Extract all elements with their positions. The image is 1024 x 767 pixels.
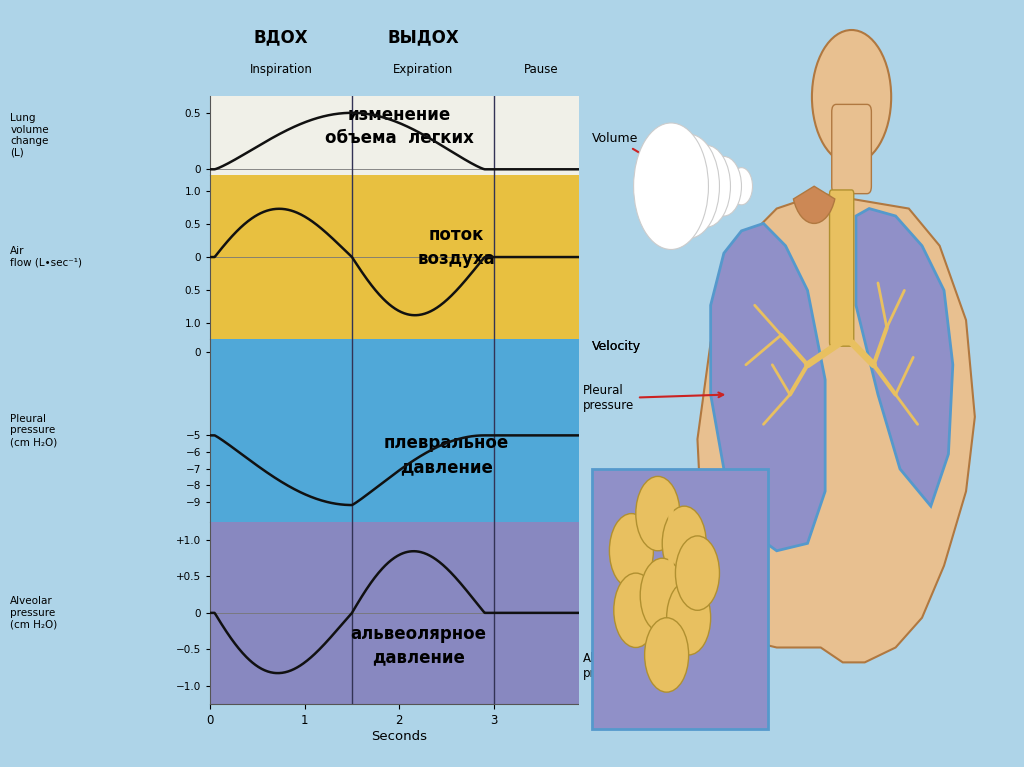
- Circle shape: [682, 145, 730, 227]
- Text: ВЫДОХ: ВЫДОХ: [387, 28, 459, 46]
- Text: Pleural
pressure
(cm H₂O): Pleural pressure (cm H₂O): [10, 414, 57, 447]
- Circle shape: [663, 506, 707, 581]
- Circle shape: [707, 156, 741, 216]
- Polygon shape: [711, 223, 825, 551]
- Text: Pause: Pause: [524, 63, 559, 76]
- Circle shape: [640, 558, 684, 633]
- Text: ВДОХ: ВДОХ: [254, 28, 308, 46]
- Text: Seconds: Seconds: [372, 730, 427, 743]
- Text: Velocity: Velocity: [592, 340, 641, 353]
- Text: альвеолярное
давление: альвеолярное давление: [350, 625, 486, 667]
- Text: Volume: Volume: [592, 132, 728, 206]
- Circle shape: [636, 476, 680, 551]
- Circle shape: [645, 617, 688, 692]
- Text: Expiration: Expiration: [393, 63, 454, 76]
- FancyBboxPatch shape: [831, 104, 871, 193]
- Text: Lung
volume
change
(L): Lung volume change (L): [10, 113, 49, 158]
- Text: Inspiration: Inspiration: [250, 63, 312, 76]
- Circle shape: [613, 573, 657, 647]
- Circle shape: [609, 514, 653, 588]
- Text: Velocity: Velocity: [592, 340, 641, 353]
- Polygon shape: [856, 209, 952, 506]
- Circle shape: [676, 536, 720, 611]
- Circle shape: [730, 168, 753, 205]
- FancyBboxPatch shape: [829, 190, 854, 346]
- Wedge shape: [794, 186, 835, 223]
- Circle shape: [657, 134, 720, 239]
- Circle shape: [812, 30, 891, 164]
- Text: Alveolar
pressure
(cm H₂O): Alveolar pressure (cm H₂O): [10, 596, 57, 630]
- Text: плевральное
давление: плевральное давление: [384, 434, 509, 476]
- Circle shape: [667, 581, 711, 655]
- Text: Air
flow (L•sec⁻¹): Air flow (L•sec⁻¹): [10, 246, 82, 268]
- Polygon shape: [697, 193, 975, 663]
- Text: Alveolar
pressure: Alveolar pressure: [583, 607, 634, 680]
- Circle shape: [634, 123, 709, 249]
- Text: Pleural
pressure: Pleural pressure: [583, 384, 723, 413]
- FancyBboxPatch shape: [592, 469, 768, 729]
- Text: поток
воздуха: поток воздуха: [418, 226, 495, 268]
- Text: изменение
объема  легких: изменение объема легких: [325, 106, 474, 147]
